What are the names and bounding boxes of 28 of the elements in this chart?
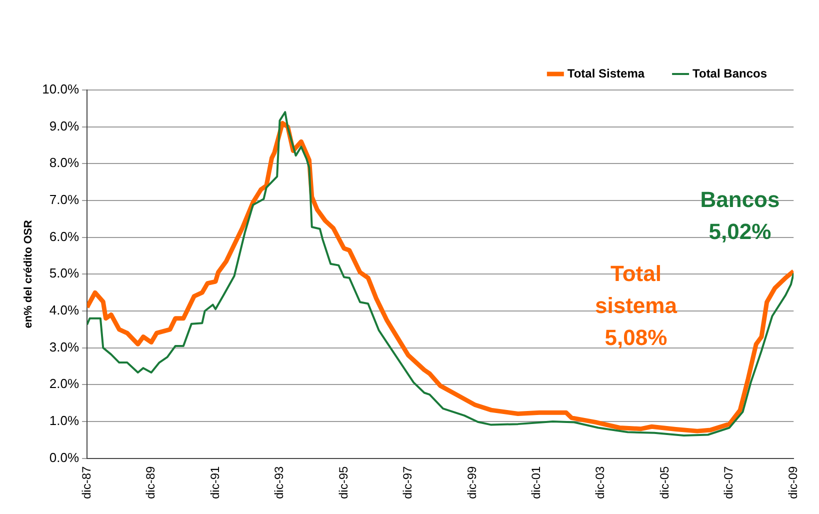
x-tick-label: dic-07 — [722, 466, 736, 500]
y-tick-label: 0.0% — [49, 450, 80, 465]
y-tick-label: 10.0% — [42, 82, 80, 97]
y-tick-label: 8.0% — [49, 155, 80, 170]
x-tick-label: dic-89 — [144, 466, 158, 500]
y-tick-label: 6.0% — [49, 228, 80, 244]
x-tick-label: dic-01 — [528, 466, 543, 500]
x-tick-label: dic-03 — [593, 466, 608, 500]
y-tick-label: 2.0% — [49, 376, 80, 392]
x-tick-label: dic-93 — [272, 466, 286, 500]
x-tick-label: dic-87 — [79, 466, 94, 500]
legend-label: Total Sistema — [567, 66, 645, 80]
y-tick-label: 4.0% — [49, 302, 80, 318]
y-tick-label: 9.0% — [49, 118, 80, 134]
x-tick-label: dic-97 — [400, 466, 415, 500]
y-axis-title: en% del crédito OSR — [22, 220, 35, 328]
y-tick-label: 5.0% — [49, 266, 80, 281]
x-tick-label: dic-05 — [657, 466, 672, 500]
legend-label: Total Bancos — [692, 66, 768, 80]
x-tick-label: dic-95 — [336, 466, 350, 500]
y-tick-label: 7.0% — [49, 192, 80, 208]
x-tick-label: dic-09 — [786, 466, 800, 500]
x-tick-label: dic-99 — [464, 466, 479, 500]
annotation: Total sistema 5,08% — [595, 260, 677, 352]
y-tick-label: 3.0% — [49, 339, 80, 354]
y-tick-label: 1.0% — [49, 413, 80, 428]
x-tick-label: dic-91 — [208, 466, 222, 500]
annotation: Bancos 5,02% — [700, 186, 780, 246]
